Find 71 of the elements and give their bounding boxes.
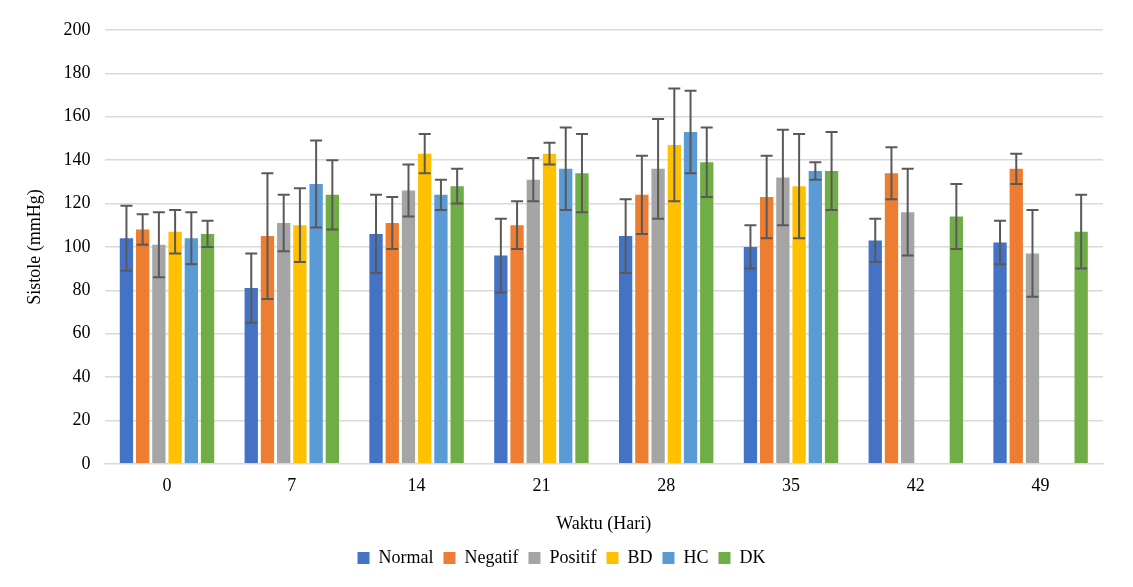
bar — [901, 212, 915, 464]
x-tick-label: 42 — [906, 475, 925, 496]
x-tick-label: 7 — [287, 475, 297, 496]
y-tick-label: 0 — [81, 452, 91, 473]
bar — [776, 177, 790, 464]
bar — [651, 168, 665, 464]
y-tick-label: 100 — [63, 235, 91, 256]
bar — [1009, 168, 1023, 464]
bar — [277, 223, 291, 464]
bar — [559, 168, 573, 464]
y-tick-label: 80 — [72, 279, 91, 300]
bar — [136, 229, 150, 464]
bar — [244, 288, 258, 464]
bar — [450, 186, 464, 464]
bar — [494, 255, 508, 464]
x-tick-label: 28 — [657, 475, 676, 496]
legend-label: Positif — [549, 546, 597, 567]
bar — [401, 190, 416, 464]
bar — [369, 233, 383, 464]
bar — [792, 186, 806, 464]
y-tick-label: 200 — [63, 18, 91, 39]
bar — [1074, 231, 1088, 464]
y-axis-title: Sistole (mmHg) — [23, 189, 45, 305]
bar — [635, 194, 649, 464]
legend-label: Negatif — [464, 546, 519, 567]
legend-label: HC — [683, 546, 709, 567]
y-tick-label: 180 — [63, 62, 91, 83]
bar — [743, 246, 758, 464]
bar — [824, 170, 839, 464]
bar — [184, 238, 198, 464]
bar — [949, 216, 964, 464]
bar — [510, 225, 524, 464]
y-tick-label: 40 — [72, 365, 91, 386]
y-tick-label: 140 — [63, 148, 91, 169]
x-tick-label: 49 — [1031, 475, 1050, 496]
bar — [152, 244, 166, 464]
bar — [293, 225, 307, 464]
bar — [1025, 253, 1040, 464]
bar — [618, 236, 633, 464]
legend-label: DK — [739, 546, 766, 567]
x-tick-label: 0 — [162, 475, 172, 496]
bar — [119, 238, 134, 464]
bar — [884, 173, 899, 464]
legend-label: BD — [627, 546, 653, 567]
bar — [434, 194, 448, 464]
bar — [700, 162, 714, 464]
bar — [667, 144, 681, 464]
bar — [260, 236, 275, 464]
bar — [808, 170, 822, 464]
x-tick-label: 14 — [407, 475, 426, 496]
bar — [325, 194, 340, 464]
x-tick-label: 21 — [532, 475, 551, 496]
y-tick-label: 20 — [72, 409, 91, 430]
y-tick-label: 160 — [63, 105, 91, 126]
x-tick-label: 35 — [782, 475, 800, 496]
bar — [760, 197, 774, 464]
bar — [418, 153, 432, 464]
bar — [168, 231, 182, 464]
bar — [526, 179, 540, 464]
bar — [385, 223, 399, 464]
bar — [575, 173, 589, 464]
bar — [993, 242, 1007, 464]
bar — [542, 153, 557, 464]
legend-label: Normal — [378, 546, 434, 567]
bar — [868, 240, 882, 464]
x-axis-title: Waktu (Hari) — [556, 512, 652, 534]
y-tick-label: 120 — [63, 192, 91, 213]
bar — [309, 184, 323, 464]
bar — [683, 131, 698, 464]
y-tick-label: 60 — [72, 322, 91, 343]
bar — [200, 233, 215, 464]
